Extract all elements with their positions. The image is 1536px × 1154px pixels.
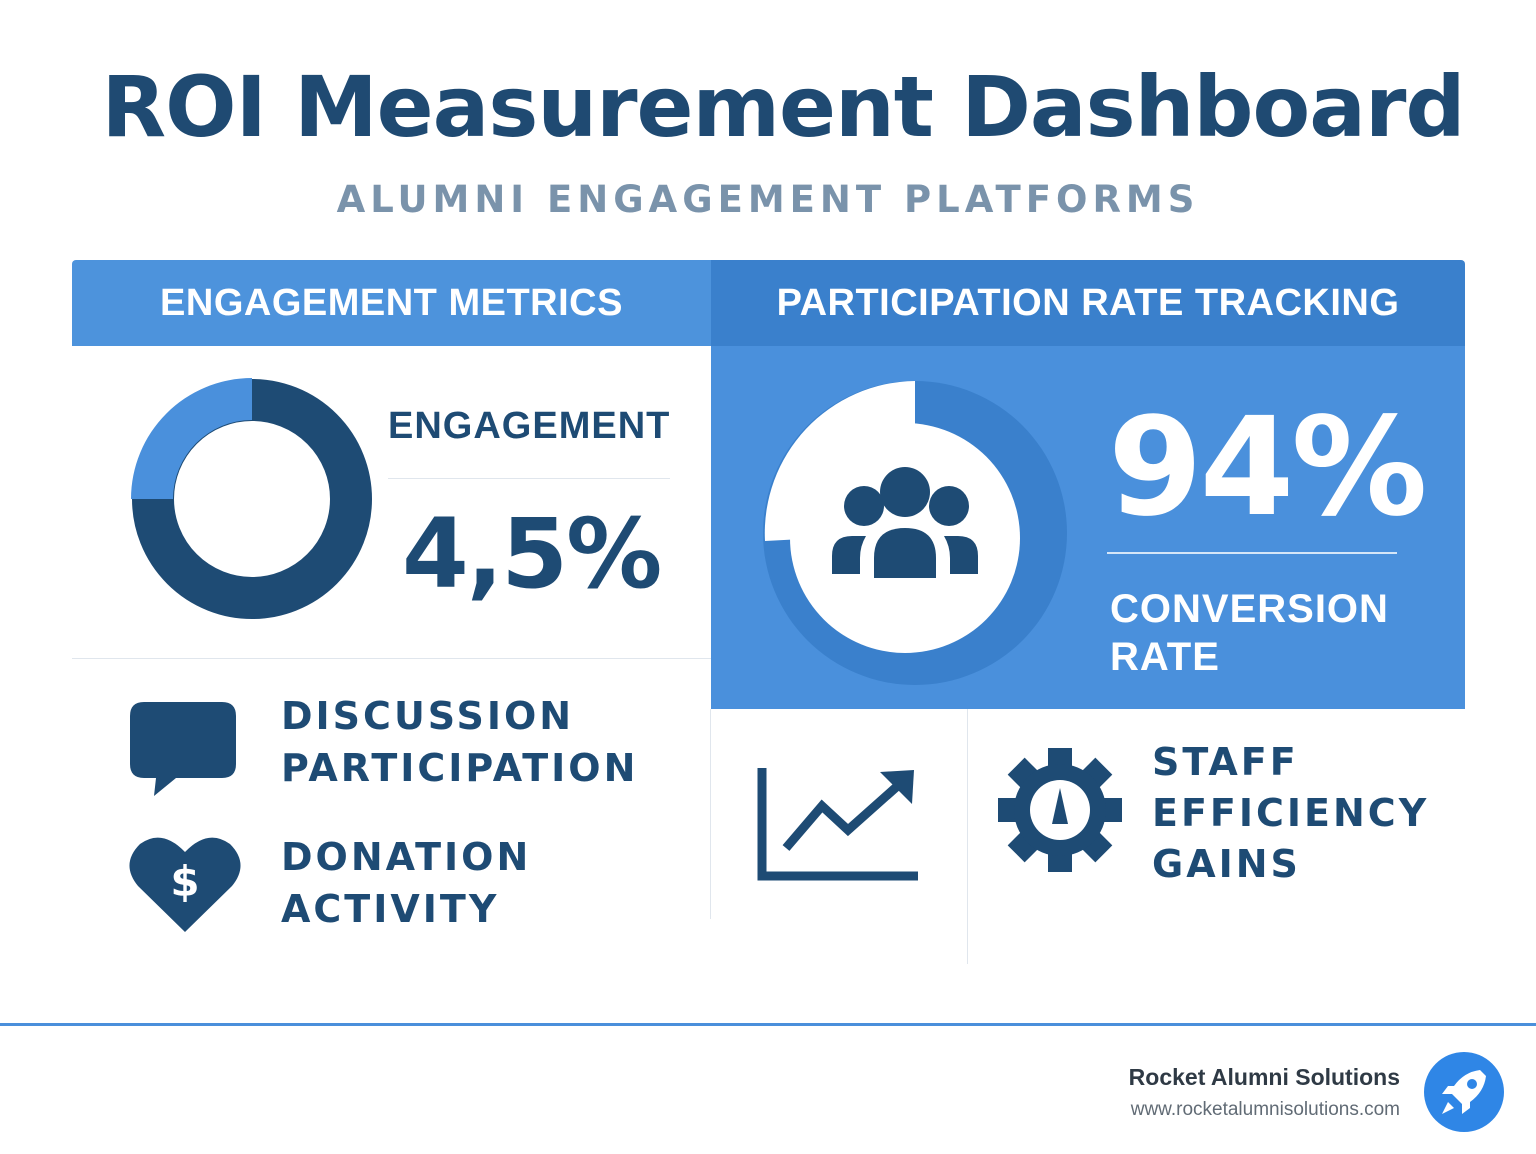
- engagement-donut-icon: [131, 378, 372, 619]
- brand-name: Rocket Alumni Solutions: [1128, 1064, 1400, 1090]
- staff-line2: EFFICIENCY: [1152, 791, 1430, 835]
- gear-icon: [998, 748, 1122, 872]
- participation-tracking-header: PARTICIPATION RATE TRACKING: [711, 260, 1465, 346]
- participation-divider: [1107, 552, 1397, 554]
- left-section-divider: [72, 658, 711, 659]
- people-group-icon: [832, 467, 978, 578]
- participation-pie-icon: [763, 381, 1067, 685]
- svg-text:$: $: [170, 857, 199, 906]
- discussion-line2: PARTICIPATION: [281, 746, 639, 790]
- page-subtitle: ALUMNI ENGAGEMENT PLATFORMS: [336, 178, 1200, 221]
- vertical-divider-2: [967, 709, 968, 964]
- trend-chart-icon: [757, 768, 918, 881]
- footer-divider: [0, 1023, 1536, 1026]
- engagement-metrics-header: ENGAGEMENT METRICS: [72, 260, 711, 346]
- engagement-value: 4,5%: [402, 498, 662, 610]
- conversion-label-line1: CONVERSION: [1110, 587, 1389, 631]
- staff-efficiency-label: STAFF EFFICIENCY GAINS: [1152, 737, 1429, 890]
- vertical-divider-1: [710, 709, 711, 919]
- staff-line1: STAFF: [1152, 740, 1299, 784]
- page-title: ROI Measurement Dashboard: [101, 58, 1465, 156]
- donation-activity-label: DONATION ACTIVITY: [281, 831, 531, 935]
- rocket-icon: [1424, 1052, 1504, 1132]
- engagement-label: ENGAGEMENT: [388, 405, 671, 447]
- speech-bubble-icon: [130, 702, 236, 796]
- conversion-rate-label: CONVERSION RATE: [1110, 585, 1430, 681]
- conversion-label-line2: RATE: [1110, 635, 1220, 679]
- discussion-participation-label: DISCUSSION PARTICIPATION: [281, 690, 638, 794]
- brand-url[interactable]: www.rocketalumnisolutions.com: [1130, 1099, 1400, 1120]
- engagement-divider: [388, 478, 670, 479]
- donation-line1: DONATION: [281, 835, 532, 879]
- donation-line2: ACTIVITY: [281, 887, 500, 931]
- participation-value: 94%: [1108, 389, 1428, 547]
- discussion-line1: DISCUSSION: [281, 694, 575, 738]
- staff-line3: GAINS: [1152, 842, 1301, 886]
- heart-dollar-icon: $: [129, 837, 241, 932]
